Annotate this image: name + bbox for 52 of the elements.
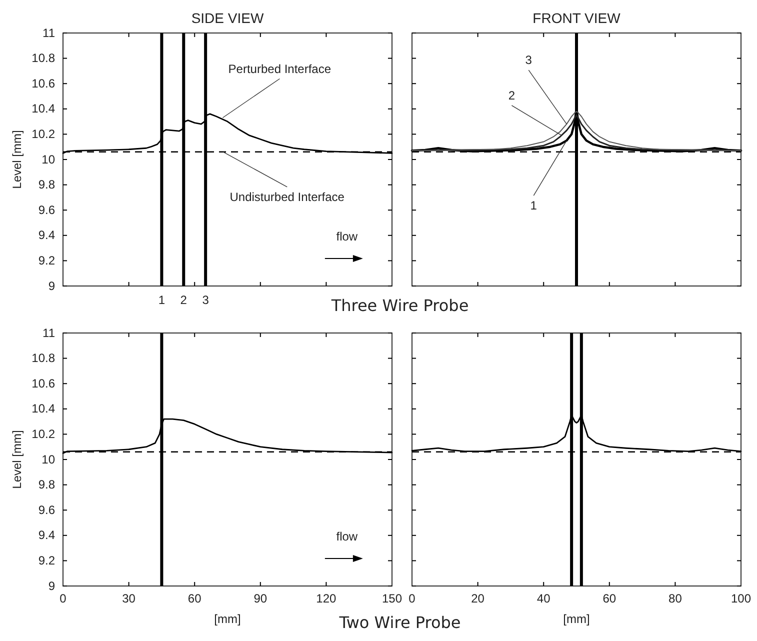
y-tick-label: 10.8 bbox=[32, 51, 56, 66]
y-tick-label: 9.6 bbox=[38, 202, 56, 217]
annotation: 2 bbox=[508, 88, 516, 102]
x-tick-label: 150 bbox=[382, 592, 402, 606]
x-axis-title: [mm] bbox=[563, 612, 590, 626]
y-tick-label: 10 bbox=[42, 452, 56, 466]
text: 3 bbox=[202, 293, 210, 307]
y-tick-label: 9.2 bbox=[38, 254, 56, 268]
annotation: 1 bbox=[530, 198, 538, 213]
y-tick-label: 10.4 bbox=[32, 102, 56, 116]
y-tick-label: 11 bbox=[42, 326, 56, 340]
y-tick-label: 10.6 bbox=[32, 376, 56, 390]
y-tick-label: 10.8 bbox=[32, 351, 56, 366]
annotation: flow bbox=[336, 529, 358, 544]
y-tick-label: 10.2 bbox=[32, 127, 56, 142]
x-tick-label: 90 bbox=[254, 592, 268, 606]
y-tick-label: 10.6 bbox=[32, 76, 56, 90]
y-tick-label: 11 bbox=[42, 26, 56, 40]
text: 1 bbox=[158, 293, 166, 307]
y-tick-label: 10.2 bbox=[32, 427, 56, 442]
y-tick-label: 10.4 bbox=[32, 402, 56, 416]
x-tick-label: 60 bbox=[188, 592, 202, 606]
y-axis-title: Level [mm] bbox=[10, 130, 24, 189]
chart-title: FRONT VIEW bbox=[532, 10, 622, 26]
x-tick-label: 80 bbox=[668, 592, 682, 606]
x-tick-label: 60 bbox=[602, 592, 616, 606]
chart-title: SIDE VIEW bbox=[191, 10, 264, 26]
x-tick-label: 40 bbox=[536, 592, 551, 606]
y-tick-label: 9.8 bbox=[38, 478, 56, 492]
y-tick-label: 10 bbox=[42, 152, 56, 166]
x-axis-title: [mm] bbox=[214, 612, 241, 626]
text: Three Wire Probe bbox=[330, 296, 469, 315]
y-axis-title: Level [mm] bbox=[10, 430, 24, 489]
x-tick-label: 120 bbox=[316, 592, 337, 606]
y-tick-label: 9.8 bbox=[38, 178, 56, 192]
text: 2 bbox=[180, 293, 188, 307]
x-tick-label: 20 bbox=[471, 592, 485, 606]
y-tick-label: 9.6 bbox=[38, 502, 56, 517]
y-tick-label: 9 bbox=[48, 278, 56, 293]
y-tick-label: 9.4 bbox=[38, 228, 56, 242]
y-tick-label: 9 bbox=[48, 578, 56, 593]
y-tick-label: 9.2 bbox=[38, 554, 56, 568]
annotation: 3 bbox=[525, 53, 532, 68]
x-tick-label: 100 bbox=[730, 592, 752, 606]
y-tick-label: 9.4 bbox=[38, 528, 56, 542]
annotation: Undisturbed Interface bbox=[230, 190, 345, 204]
annotation: flow bbox=[336, 229, 358, 244]
x-tick-label: 0 bbox=[60, 592, 67, 606]
annotation: Perturbed Interface bbox=[228, 62, 332, 76]
x-tick-label: 30 bbox=[122, 592, 136, 606]
x-tick-label: 0 bbox=[408, 592, 416, 606]
text: Two Wire Probe bbox=[338, 613, 461, 632]
